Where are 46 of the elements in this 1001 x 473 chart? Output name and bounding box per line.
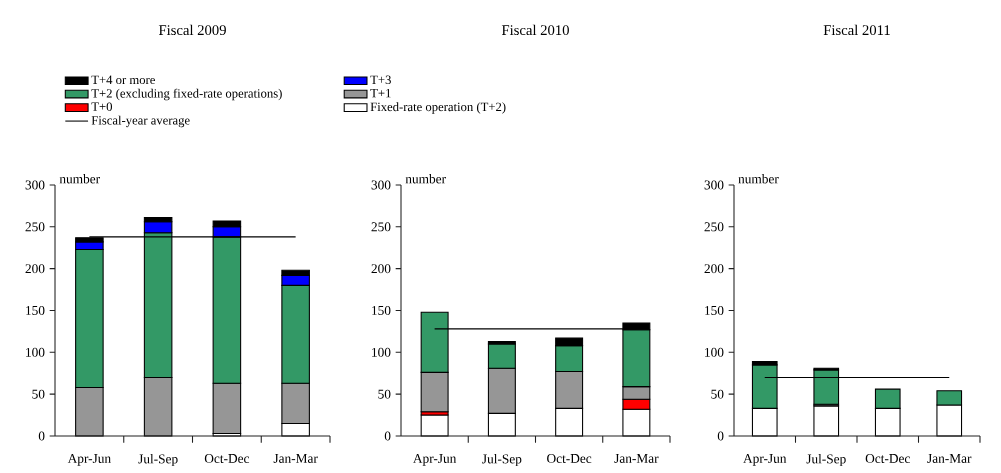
y-tick-label: 200	[25, 264, 45, 274]
y-tick-label: 100	[26, 347, 45, 357]
y-tick-label: 300	[25, 180, 45, 190]
y-tick-label: 50	[711, 389, 724, 399]
legend-label: T+3	[370, 75, 391, 85]
legend-label: T+4 or more	[91, 75, 155, 85]
legend-label: T+0	[91, 102, 113, 111]
y-tick-label: 0	[384, 431, 391, 441]
y-tick-label: 300	[371, 180, 391, 190]
y-tick-label: 100	[705, 347, 724, 357]
y-tick-label: 100	[372, 347, 391, 357]
y-tick-label: 0	[717, 431, 724, 441]
y-tick-label: 50	[378, 389, 391, 399]
x-tick-label: Oct-Dec	[547, 454, 592, 463]
y-tick-label: 150	[705, 305, 724, 315]
y-tick-label: 250	[371, 222, 391, 232]
y-tick-label: 50	[32, 389, 45, 399]
x-tick-label: Jan-Mar	[927, 454, 972, 463]
y-tick-label: 0	[38, 431, 45, 441]
x-tick-label: Jan-Mar	[273, 454, 318, 463]
chart-title: Fiscal 2011	[823, 24, 890, 36]
x-tick-label: Oct-Dec	[204, 454, 250, 463]
x-tick-label: Jan-Mar	[614, 454, 659, 463]
legend-label: T+1	[370, 88, 391, 98]
y-axis-title: number	[405, 174, 446, 184]
x-tick-label: Jul-Sep	[482, 454, 522, 467]
legend-label: T+2 (excluding fixed-rate operations)	[91, 88, 282, 101]
y-tick-label: 300	[704, 180, 724, 190]
y-tick-label: 200	[704, 264, 724, 274]
y-tick-label: 250	[704, 222, 724, 232]
y-tick-label: 150	[372, 305, 391, 315]
x-tick-label: Apr-Jun	[743, 454, 787, 466]
chart-title: Fiscal 2010	[501, 24, 569, 36]
y-tick-label: 250	[25, 222, 45, 232]
y-axis-title: number	[738, 174, 779, 184]
y-tick-label: 200	[371, 264, 391, 274]
x-tick-label: Jul-Sep	[806, 454, 846, 467]
y-axis-title: number	[59, 174, 100, 184]
x-tick-label: Apr-Jun	[413, 454, 457, 466]
x-tick-label: Oct-Dec	[865, 454, 910, 463]
x-tick-label: Apr-Jun	[67, 454, 111, 466]
chart-title: Fiscal 2009	[158, 24, 226, 36]
legend-label: Fixed-rate operation (T+2)	[370, 102, 506, 114]
y-tick-label: 150	[26, 305, 45, 315]
legend-label: Fiscal-year average	[91, 115, 190, 128]
x-tick-label: Jul-Sep	[138, 454, 178, 467]
